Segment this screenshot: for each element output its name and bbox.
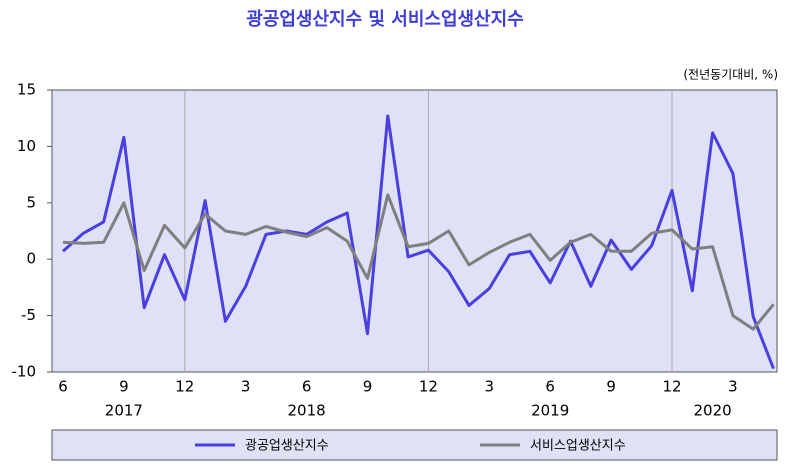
y-tick-label: 10 [17, 137, 36, 155]
year-label: 2017 [105, 402, 143, 420]
x-tick-label: 3 [728, 378, 738, 396]
y-tick-label: 5 [26, 193, 36, 211]
series-line [62, 193, 775, 331]
x-tick-label: 12 [662, 378, 681, 396]
legend-label: 서비스업생산지수 [530, 439, 626, 454]
y-tick-label: 0 [26, 250, 36, 268]
x-tick-label: 9 [119, 378, 129, 396]
x-tick-label: 6 [58, 378, 68, 396]
x-tick-label: 6 [302, 378, 312, 396]
legend [51, 429, 778, 461]
unit-label: (전년동기대비, %) [683, 68, 778, 82]
x-tick-label: 9 [363, 378, 373, 396]
x-tick-label: 9 [606, 378, 616, 396]
x-tick-label: 12 [419, 378, 438, 396]
x-tick-label: 3 [241, 378, 251, 396]
chart-title: 광공업생산지수 및 서비스업생산지수 [246, 9, 524, 30]
year-label: 2019 [531, 402, 569, 420]
series-line [62, 114, 775, 370]
x-tick-label: 3 [485, 378, 495, 396]
y-tick-label: 15 [17, 81, 36, 99]
y-tick-label: -5 [21, 306, 36, 324]
year-label: 2020 [694, 402, 732, 420]
y-tick-label: -10 [12, 363, 37, 381]
legend-label: 광공업생산지수 [245, 439, 329, 454]
x-tick-label: 12 [175, 378, 194, 396]
x-tick-label: 6 [545, 378, 555, 396]
year-label: 2018 [288, 402, 326, 420]
